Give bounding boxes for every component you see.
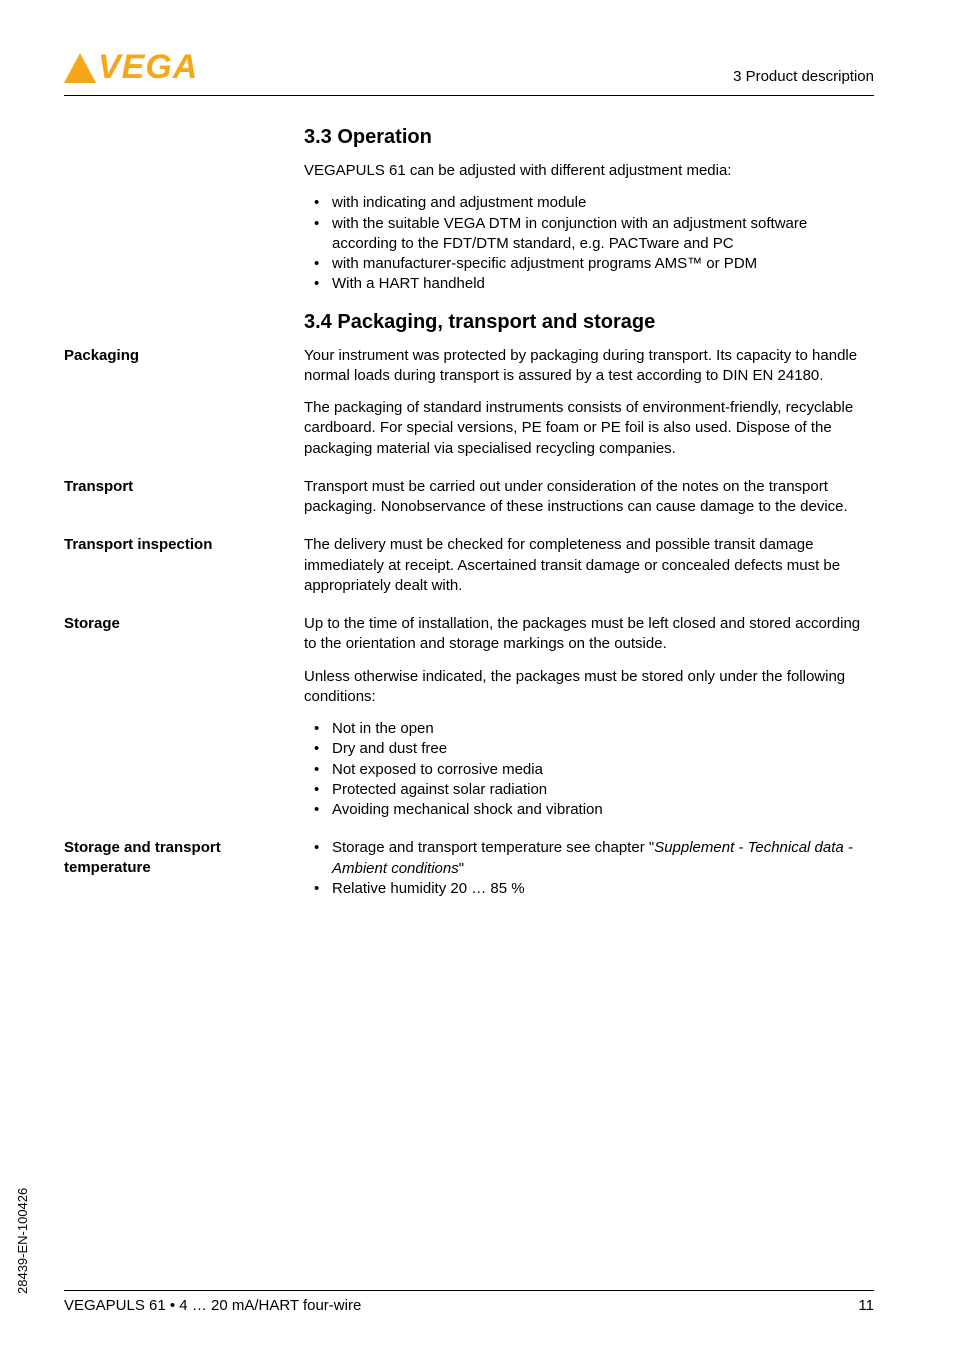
stt-bullet-1-post: " [459,860,464,877]
block-transport: Transport Transport must be carried out … [304,477,874,518]
s33-bullets: with indicating and adjustment module wi… [304,193,874,294]
logo-triangle-icon [64,53,96,83]
block-packaging: Packaging Your instrument was protected … [304,346,874,459]
footer-page-number: 11 [858,1297,874,1314]
side-doc-code: 28439-EN-100426 [15,1188,30,1294]
s33-bullet: with manufacturer-specific adjustment pr… [304,254,874,274]
header-section-label: 3 Product description [733,68,874,87]
stt-bullet-2: Relative humidity 20 … 85 % [304,879,874,899]
page-footer: VEGAPULS 61 • 4 … 20 mA/HART four-wire 1… [64,1290,874,1314]
storage-p1: Up to the time of installation, the pack… [304,614,874,655]
page-header: VEGA 3 Product description [64,0,874,96]
storage-p2: Unless otherwise indicated, the packages… [304,667,874,708]
label-storage-transport-temp: Storage and transport temperature [64,838,284,877]
transport-inspection-p1: The delivery must be checked for complet… [304,535,874,596]
content-column: 3.3 Operation VEGAPULS 61 can be adjuste… [64,96,874,899]
label-transport: Transport [64,477,284,497]
storage-bullets: Not in the open Dry and dust free Not ex… [304,719,874,820]
storage-bullet: Not in the open [304,719,874,739]
block-storage-transport-temp: Storage and transport temperature Storag… [304,838,874,899]
block-storage: Storage Up to the time of installation, … [304,614,874,820]
packaging-p1: Your instrument was protected by packagi… [304,346,874,387]
footer-left: VEGAPULS 61 • 4 … 20 mA/HART four-wire [64,1297,361,1314]
label-storage: Storage [64,614,284,634]
s33-bullet: with the suitable VEGA DTM in conjunctio… [304,214,874,255]
block-transport-inspection: Transport inspection The delivery must b… [304,535,874,596]
heading-3-3: 3.3 Operation [304,126,874,149]
transport-p1: Transport must be carried out under cons… [304,477,874,518]
s33-bullet: With a HART handheld [304,274,874,294]
storage-bullet: Dry and dust free [304,739,874,759]
s33-bullet: with indicating and adjustment module [304,193,874,213]
storage-bullet: Protected against solar radiation [304,780,874,800]
heading-3-4: 3.4 Packaging, transport and storage [304,311,874,334]
stt-bullet-1-pre: Storage and transport temperature see ch… [332,839,654,856]
storage-bullet: Avoiding mechanical shock and vibration [304,800,874,820]
label-transport-inspection: Transport inspection [64,535,284,555]
logo: VEGA [64,48,198,87]
logo-text: VEGA [98,48,198,87]
stt-bullet-1: Storage and transport temperature see ch… [304,838,874,879]
page: VEGA 3 Product description 3.3 Operation… [0,0,954,1354]
s33-intro: VEGAPULS 61 can be adjusted with differe… [304,161,874,181]
label-packaging: Packaging [64,346,284,366]
packaging-p2: The packaging of standard instruments co… [304,398,874,459]
storage-bullet: Not exposed to corrosive media [304,760,874,780]
stt-bullets: Storage and transport temperature see ch… [304,838,874,899]
